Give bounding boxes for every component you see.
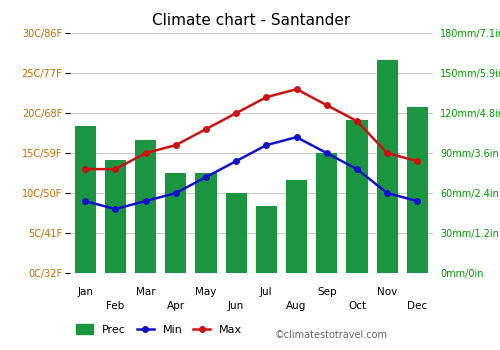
Text: Mar: Mar: [136, 287, 156, 297]
Bar: [256, 206, 277, 273]
Bar: [226, 193, 246, 273]
Bar: [135, 140, 156, 273]
Bar: [407, 106, 428, 273]
Bar: [376, 60, 398, 273]
Bar: [74, 126, 96, 273]
Text: Sep: Sep: [317, 287, 336, 297]
Bar: [104, 160, 126, 273]
Text: Jan: Jan: [77, 287, 93, 297]
Bar: [346, 120, 368, 273]
Bar: [286, 180, 307, 273]
Text: Jul: Jul: [260, 287, 272, 297]
Text: Jun: Jun: [228, 301, 244, 311]
Text: Oct: Oct: [348, 301, 366, 311]
Text: Apr: Apr: [166, 301, 185, 311]
Bar: [165, 173, 186, 273]
Bar: [196, 173, 216, 273]
Text: Nov: Nov: [377, 287, 398, 297]
Text: ©climatestotravel.com: ©climatestotravel.com: [275, 330, 388, 340]
Text: Dec: Dec: [408, 301, 428, 311]
Text: Aug: Aug: [286, 301, 307, 311]
Legend: Prec, Min, Max: Prec, Min, Max: [72, 320, 246, 340]
Title: Climate chart - Santander: Climate chart - Santander: [152, 13, 350, 28]
Text: May: May: [195, 287, 216, 297]
Bar: [316, 153, 338, 273]
Text: Feb: Feb: [106, 301, 124, 311]
